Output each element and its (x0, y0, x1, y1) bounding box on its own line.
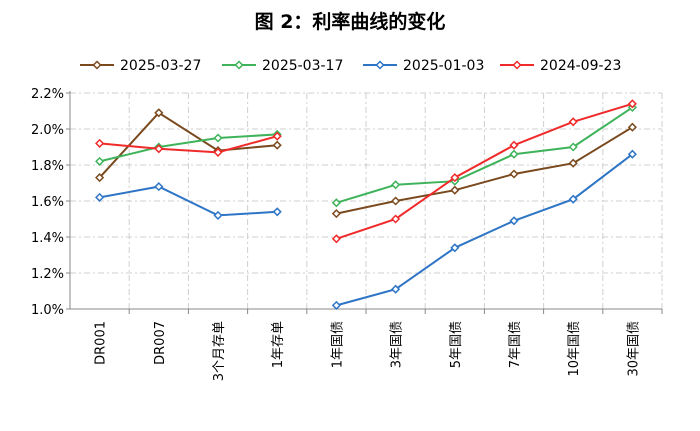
x-tick-label: DR007 (153, 321, 168, 365)
series-2025-01-03 (95, 149, 637, 310)
data-point (95, 192, 105, 202)
grid (70, 92, 663, 309)
y-tick-label: 1.6% (31, 195, 64, 210)
series-lines (95, 99, 637, 310)
y-tick-label: 2.0% (31, 123, 64, 138)
data-point (154, 108, 164, 118)
y-tick-label: 1.4% (31, 231, 64, 246)
series-2025-03-17 (95, 102, 637, 208)
legend-label: 2025-03-27 (120, 58, 201, 74)
x-tick-label: 5年国债 (449, 321, 464, 368)
data-point (391, 180, 401, 190)
data-point (568, 158, 578, 168)
axes: 1.0% 1.2% 1.4% 1.6% 1.8% 2.0% 2.2% DR001 DR007 3个… (31, 87, 663, 381)
data-point (509, 149, 519, 159)
data-point (627, 99, 637, 109)
data-point (450, 243, 460, 253)
data-point (331, 209, 341, 219)
series-line (99, 135, 278, 154)
x-tick-label: DR001 (94, 321, 109, 365)
data-point (272, 131, 282, 141)
legend-marker (512, 60, 522, 70)
y-tick-label: 1.0% (31, 303, 64, 318)
legend-marker (234, 60, 244, 70)
x-tick-label: 10年国债 (567, 321, 582, 377)
x-tick-label: 30年国债 (626, 321, 641, 377)
data-point (391, 284, 401, 294)
series-line (336, 106, 633, 204)
data-point (391, 214, 401, 224)
series-line (336, 126, 633, 215)
y-tick-label: 1.8% (31, 159, 64, 174)
data-point (95, 138, 105, 148)
data-point (450, 173, 460, 183)
data-point (331, 198, 341, 208)
data-point (568, 194, 578, 204)
data-point (391, 196, 401, 206)
x-tick-label: 7年国债 (508, 321, 523, 368)
y-tick-label: 2.2% (31, 87, 64, 102)
x-tick-label: 1年国债 (330, 321, 345, 368)
data-point (154, 144, 164, 154)
series-line (99, 133, 278, 163)
legend-marker (375, 60, 385, 70)
y-tick-label: 1.2% (31, 267, 64, 282)
x-tick-label: 3年国债 (390, 321, 405, 368)
legend-marker (92, 60, 102, 70)
series-line (336, 102, 633, 240)
data-point (213, 147, 223, 157)
legend-label: 2024-09-23 (540, 58, 621, 74)
x-tick-label: 1年存单 (271, 321, 286, 368)
data-point (154, 182, 164, 192)
legend-label: 2025-01-03 (403, 58, 484, 74)
data-point (213, 133, 223, 143)
series-2024-09-23 (95, 99, 637, 244)
data-point (627, 122, 637, 132)
legend-label: 2025-03-17 (262, 58, 343, 74)
data-point (331, 234, 341, 244)
data-point (509, 169, 519, 179)
series-line (336, 153, 634, 307)
data-point (331, 300, 341, 310)
chart-title: 图 2：利率曲线的变化 (255, 10, 446, 33)
data-point (272, 207, 282, 217)
data-point (95, 156, 105, 166)
data-point (509, 140, 519, 150)
series-line (99, 185, 278, 217)
data-point (627, 149, 637, 159)
data-point (450, 185, 460, 195)
data-point (568, 142, 578, 152)
x-tick-label: 3个月存单 (212, 321, 227, 381)
data-point (272, 140, 282, 150)
legend: 2025-03-27 2025-03-17 2025-01-03 2024-09-23 (80, 58, 621, 74)
data-point (213, 210, 223, 220)
data-point (509, 216, 519, 226)
data-point (568, 117, 578, 127)
data-point (95, 173, 105, 183)
